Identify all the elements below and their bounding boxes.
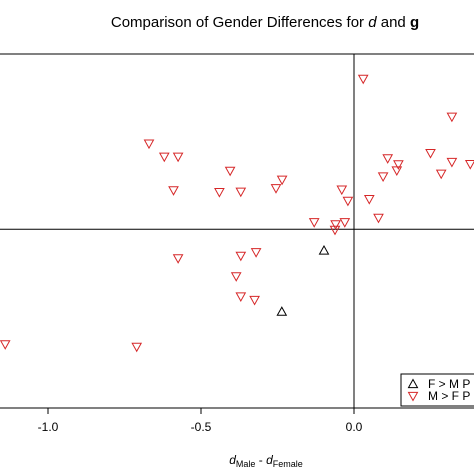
x-axis: -1.0 -0.5 0.0 (38, 408, 363, 434)
data-point-m-gt-f (143, 139, 155, 150)
legend-marker (407, 378, 419, 389)
data-point-m-gt-f (214, 188, 225, 198)
x-axis-label: dMale - dFemale (229, 453, 303, 469)
reference-lines (0, 54, 474, 408)
x-tick-label: -1.0 (38, 420, 59, 434)
data-point-m-gt-f (339, 218, 351, 228)
data-point-m-gt-f (250, 248, 262, 258)
xlabel-d-male: d (229, 453, 236, 467)
xlabel-sub-male: Male (236, 459, 256, 469)
data-point-m-gt-f (230, 272, 242, 282)
data-point-m-gt-f (158, 152, 170, 163)
data-point-f-gt-m (318, 244, 330, 255)
data-point-m-gt-f (446, 157, 458, 168)
data-point-m-gt-f (224, 166, 236, 177)
legend-label: M > F P (428, 389, 470, 403)
chart-title: Comparison of Gender Differences for d a… (111, 14, 419, 31)
xlabel-sub-female: Female (273, 459, 303, 469)
data-points (0, 74, 474, 353)
data-point-m-gt-f (235, 251, 247, 262)
data-point-m-gt-f (393, 160, 404, 170)
title-and: and (377, 14, 410, 31)
xlabel-separator: - (255, 453, 266, 467)
data-point-m-gt-f (235, 187, 247, 198)
x-tick-label: -0.5 (191, 420, 212, 434)
data-point-m-gt-f (446, 112, 458, 123)
xlabel-d-female: d (266, 453, 273, 467)
x-tick-label: 0.0 (346, 420, 363, 434)
data-point-m-gt-f (0, 340, 11, 350)
data-point-m-gt-f (425, 149, 436, 159)
plot-frame (0, 53, 474, 409)
data-point-m-gt-f (308, 218, 320, 228)
data-point-m-gt-f (172, 152, 184, 163)
data-point-m-gt-f (270, 184, 282, 194)
data-point-m-gt-f (168, 186, 179, 196)
data-point-m-gt-f (249, 295, 260, 306)
legend: F > M PM > F P (400, 373, 474, 407)
legend-label: F > M P (428, 377, 470, 391)
data-point-m-gt-f (363, 195, 375, 205)
data-point-m-gt-f (276, 175, 288, 186)
data-point-m-gt-f (329, 225, 341, 236)
data-point-m-gt-f (377, 172, 389, 183)
data-point-f-gt-m (276, 306, 288, 316)
data-point-m-gt-f (336, 185, 348, 196)
legend-marker (407, 391, 419, 402)
title-d: d (368, 14, 377, 31)
data-point-m-gt-f (382, 154, 394, 164)
data-point-m-gt-f (391, 166, 403, 177)
data-point-m-gt-f (235, 292, 247, 303)
data-point-m-gt-f (357, 74, 369, 85)
title-g: g (410, 14, 419, 31)
data-point-m-gt-f (342, 196, 354, 207)
data-point-m-gt-f (172, 254, 184, 264)
data-point-m-gt-f (464, 160, 474, 170)
data-point-m-gt-f (435, 169, 447, 180)
data-point-m-gt-f (373, 213, 384, 224)
title-prefix: Comparison of Gender Differences for (111, 14, 368, 31)
data-point-m-gt-f (330, 220, 341, 230)
data-point-m-gt-f (131, 342, 143, 353)
